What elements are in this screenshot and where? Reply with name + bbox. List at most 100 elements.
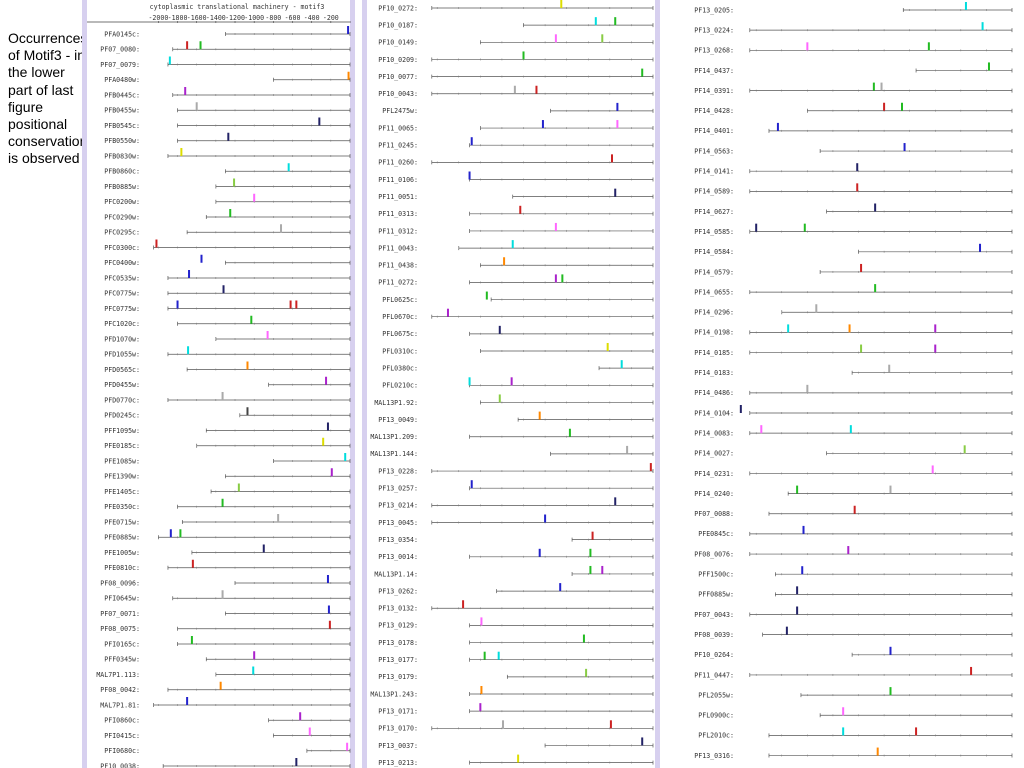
gene-row: PFA0145c: [104,26,351,38]
gene-label: MAL13P1.92: [374,399,418,407]
gene-label: PF13_0316: [694,752,734,760]
gene-row: PF10_0272: [378,0,654,12]
gene-row: PF14_0198: [694,324,1013,337]
gene-row: PF13_0354: [378,531,654,544]
gene-label: PFB0830w: [104,152,140,160]
gene-label: PFI0165c: [104,640,140,648]
motif-occurrence [195,102,198,111]
motif-occurrence [616,102,619,111]
gene-row: PF08_0076: [694,546,1013,558]
gene-label: PF07_0043: [694,611,734,619]
motif-occurrence [776,122,779,131]
motif-occurrence [981,22,984,31]
gene-row: PF13_0014: [378,548,654,561]
gene-label: PF14_0141: [694,168,734,176]
motif-occurrence [253,193,256,202]
motif-track-canvas: cytoplasmic translational machinery - mo… [82,0,355,768]
gene-label: PF08_0075: [100,625,140,633]
gene-row: PFL2475w: [382,102,654,115]
gene-row: PFD1055w: [104,346,351,359]
motif-occurrence [964,2,967,10]
gene-label: PF13_0179: [378,673,418,681]
motif-occurrence [237,483,240,492]
gene-row: PFA0480w: [104,71,351,84]
gene-label: PFL2475w: [382,107,418,115]
gene-row: PFF1095w: [104,422,351,435]
gene-row: PFD0245c: [104,407,351,420]
motif-occurrence [888,364,891,373]
gene-label: PF10_0272: [378,4,418,12]
motif-occurrence [889,687,892,696]
motif-occurrence [554,34,557,43]
gene-row: MAL7P1.81: [100,697,351,709]
motif-occurrence [585,668,588,677]
gene-row: PF14_0428: [694,102,1013,115]
motif-occurrence [649,463,652,472]
motif-occurrence [901,102,903,111]
gene-row: PF13_0214: [378,497,654,510]
motif-occurrence [889,485,892,494]
gene-row: MAL13P1.209: [370,428,654,441]
gene-row: MAL13P1.92: [374,394,654,407]
motif-occurrence [853,505,856,514]
axis-tick-label: -2000 [148,14,168,22]
gene-row: PF13_0177: [378,651,654,664]
gene-label: PFL0670c: [382,313,418,321]
motif-occurrence [801,566,804,575]
gene-label: PF14_0584: [694,248,734,256]
gene-label: PF07_0080: [100,46,140,54]
motif-occurrence [219,681,222,690]
motif-occurrence [522,51,525,60]
motif-occurrence [931,465,934,474]
gene-row: PF14_0401: [694,122,1013,135]
gene-row: PF13_0178: [378,634,654,647]
motif-occurrence [626,445,629,454]
motif-occurrence [796,485,799,494]
motif-occurrence [221,498,224,507]
motif-occurrence [860,344,863,353]
motif-occurrence [246,361,249,370]
gene-label: PF10_0149: [378,39,418,47]
gene-label: MAL7P1.81: [100,701,140,709]
gene-label: PF14_0240: [694,490,734,498]
motif-occurrence [760,425,763,434]
gene-label: PF13_0178: [378,639,418,647]
motif-occurrence [186,697,189,705]
motif-occurrence [470,480,473,489]
gene-row: PF14_0296: [694,304,1013,317]
gene-label: PF14_0027: [694,450,734,458]
gene-label: PF07_0088: [694,510,734,518]
motif-occurrence [295,300,298,309]
motif-occurrence [903,143,906,152]
gene-row: PF14_0027: [694,445,1013,458]
gene-row: PF10_0149: [378,34,654,47]
gene-row: PFE0350c: [104,498,351,511]
axis-tick-label: -800 [265,14,281,22]
gene-row: PFC0400w: [104,254,351,267]
gene-label: PFL0310c: [382,347,418,355]
gene-label: PFL0675c: [382,330,418,338]
motif-track-canvas: PF10_0272: PF10_0187: PF10_0149: PF10_0209:… [362,0,660,768]
gene-label: PF08_0042: [100,686,140,694]
gene-label: PF13_0262: [378,587,418,595]
panel-frame-right [350,0,355,768]
motif-occurrence [446,308,449,317]
motif-occurrence [233,178,236,187]
motif-occurrence [755,223,758,232]
axis-tick-label: -1800 [168,14,188,22]
motif-occurrence [199,41,202,50]
motif-occurrence [620,360,623,369]
gene-row: PF11_0447: [694,666,1013,679]
motif-occurrence [280,224,283,233]
gene-row: PF10_0043: [378,85,654,98]
gene-label: PFE0350c: [104,503,140,511]
motif-occurrence [589,565,592,574]
motif-occurrence [802,525,805,534]
gene-row: MAL13P1.243: [370,686,654,698]
gene-row: PFE0885w: [104,529,351,542]
gene-row: PF14_0185: [694,344,1013,357]
motif-occurrence [299,712,302,721]
gene-row: PF14_0391: [694,82,1013,95]
gene-row: PFE1405c: [104,483,351,496]
gene-label: PF11_0043: [378,244,418,252]
